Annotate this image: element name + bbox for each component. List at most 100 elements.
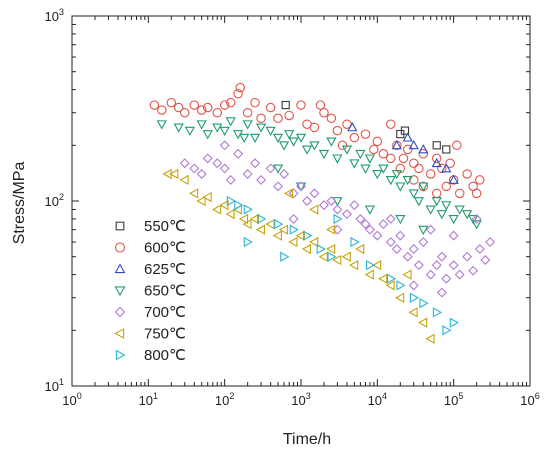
data-point [288, 188, 299, 199]
data-point [418, 182, 429, 192]
series-3 [156, 117, 482, 235]
series-5 [162, 168, 435, 344]
data-point [432, 307, 443, 318]
data-point [219, 126, 230, 136]
data-point [441, 181, 452, 192]
data-point [157, 105, 167, 115]
data-point [272, 230, 282, 241]
data-point [441, 163, 452, 173]
data-point [272, 164, 284, 174]
data-point [326, 243, 336, 255]
data-point [242, 218, 252, 230]
x-tick-label: 100 [62, 391, 81, 408]
data-point [319, 107, 329, 118]
data-point [419, 298, 429, 309]
data-point [425, 224, 436, 235]
data-point [273, 181, 283, 192]
data-point [425, 169, 436, 179]
data-point [385, 176, 396, 186]
data-point [296, 100, 306, 110]
y-tick-label: 103 [45, 7, 64, 24]
data-points [149, 82, 496, 344]
data-point [332, 254, 342, 266]
data-point [318, 149, 330, 160]
data-point [243, 236, 253, 248]
data-point [238, 213, 249, 225]
data-point [233, 148, 244, 159]
data-point [432, 141, 441, 150]
data-point [278, 224, 288, 235]
data-point [448, 260, 459, 271]
data-point [337, 140, 348, 151]
data-point [418, 237, 429, 248]
data-point [281, 100, 290, 110]
data-point [265, 218, 275, 230]
data-point [189, 163, 200, 174]
data-point [395, 182, 406, 192]
data-point [278, 141, 290, 151]
data-point [289, 224, 299, 235]
data-point [272, 133, 284, 143]
data-point [189, 100, 200, 110]
data-point [309, 204, 319, 215]
x-axis-title: Time/h [283, 431, 331, 448]
data-point [349, 260, 359, 271]
data-point [431, 197, 442, 207]
data-point [257, 213, 267, 225]
data-point [349, 159, 360, 169]
data-point [235, 82, 245, 93]
series-4 [179, 140, 496, 298]
series-6 [226, 195, 459, 336]
data-point [485, 237, 496, 248]
data-point [242, 168, 253, 179]
data-point [436, 287, 447, 298]
data-point [395, 215, 406, 225]
data-point [288, 236, 298, 248]
data-point [265, 126, 276, 136]
plot-area [71, 15, 531, 387]
data-point [255, 224, 265, 235]
data-point [284, 110, 294, 121]
data-point [391, 139, 402, 150]
data-point [417, 317, 428, 328]
data-point [391, 170, 402, 180]
x-tick-label: 102 [215, 391, 234, 408]
data-point [378, 273, 388, 284]
data-point [326, 113, 337, 124]
data-point [402, 176, 413, 186]
data-point [288, 213, 299, 224]
data-point [202, 102, 213, 113]
x-tick-label: 101 [139, 391, 158, 408]
data-point [265, 163, 276, 174]
data-point [436, 251, 447, 262]
data-point [364, 224, 375, 235]
data-point [347, 122, 358, 132]
data-point [309, 236, 319, 248]
data-point [250, 97, 260, 108]
data-point [468, 215, 479, 225]
data-point [408, 139, 419, 150]
data-point [179, 158, 190, 169]
data-point [355, 213, 366, 224]
data-point [301, 243, 311, 255]
data-point [296, 181, 306, 192]
data-point [256, 113, 266, 124]
data-point [409, 158, 419, 168]
data-point [402, 132, 413, 142]
data-point [156, 120, 167, 130]
data-point [303, 230, 313, 241]
data-point [431, 260, 442, 271]
data-point [295, 230, 305, 241]
data-point [448, 230, 459, 241]
data-point [408, 244, 419, 255]
data-point [196, 195, 206, 207]
data-point [265, 102, 276, 113]
data-point [448, 174, 459, 184]
data-point [386, 119, 396, 129]
data-point [226, 195, 237, 207]
data-point [402, 269, 412, 280]
data-point [188, 188, 199, 199]
data-point [425, 333, 435, 344]
data-point [364, 205, 376, 215]
data-point [225, 208, 235, 220]
